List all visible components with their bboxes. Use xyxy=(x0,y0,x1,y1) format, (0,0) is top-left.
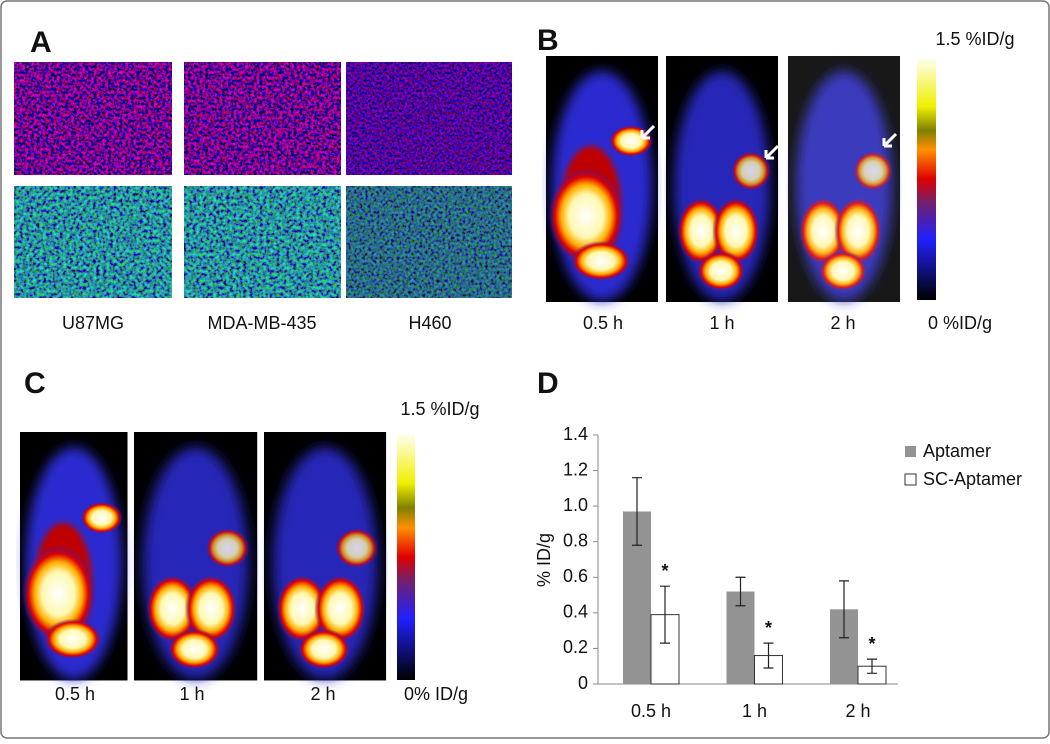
legend-label: SC-Aptamer xyxy=(923,469,1022,489)
y-axis-title: % ID/g xyxy=(534,533,554,587)
sample-label: H460 xyxy=(408,313,451,333)
y-tick-label: 0.4 xyxy=(563,602,588,622)
sample-label: U87MG xyxy=(62,313,124,333)
error-bar xyxy=(632,477,642,546)
significance-mark: * xyxy=(661,561,668,581)
scale-max: 1.5 %ID/g xyxy=(400,399,479,419)
y-tick-label: 1.4 xyxy=(563,424,588,444)
error-bar xyxy=(660,585,670,644)
bar xyxy=(726,591,755,684)
y-tick-label: 0 xyxy=(578,673,588,693)
panel-label: B xyxy=(537,24,559,57)
micrographs xyxy=(14,62,512,298)
pet-images xyxy=(20,432,415,680)
y-tick-label: 0.8 xyxy=(563,530,588,550)
error-bar xyxy=(763,642,774,669)
y-tick-label: 0.6 xyxy=(563,566,588,586)
time-label: 0.5 h xyxy=(55,684,95,704)
y-tick-label: 0.2 xyxy=(563,637,588,657)
time-label: 2 h xyxy=(830,313,855,333)
x-tick-label: 0.5 h xyxy=(631,701,671,721)
error-bar xyxy=(867,658,877,674)
panel-label: A xyxy=(30,26,52,59)
y-tick-label: 1.2 xyxy=(563,459,588,479)
legend-swatch xyxy=(904,473,917,486)
significance-mark: * xyxy=(765,618,772,638)
legend-label: Aptamer xyxy=(923,441,991,461)
time-label: 1 h xyxy=(709,313,734,333)
time-label: 2 h xyxy=(310,684,335,704)
scale-max: 1.5 %ID/g xyxy=(935,29,1014,49)
sample-label: MDA-MB-435 xyxy=(207,313,316,333)
pet-images xyxy=(546,56,936,302)
panel-label: C xyxy=(24,367,46,400)
time-label: 0.5 h xyxy=(583,313,623,333)
error-bar xyxy=(735,576,746,607)
significance-mark: * xyxy=(868,634,875,654)
time-label: 1 h xyxy=(179,684,204,704)
error-bar xyxy=(839,580,849,639)
legend-swatch xyxy=(905,446,916,457)
scale-min: 0 %ID/g xyxy=(928,313,992,333)
y-tick-label: 1.0 xyxy=(563,495,588,515)
x-tick-label: 1 h xyxy=(742,701,767,721)
scale-min: 0% ID/g xyxy=(404,684,468,704)
x-tick-label: 2 h xyxy=(845,701,870,721)
panel-label: D xyxy=(537,367,559,400)
